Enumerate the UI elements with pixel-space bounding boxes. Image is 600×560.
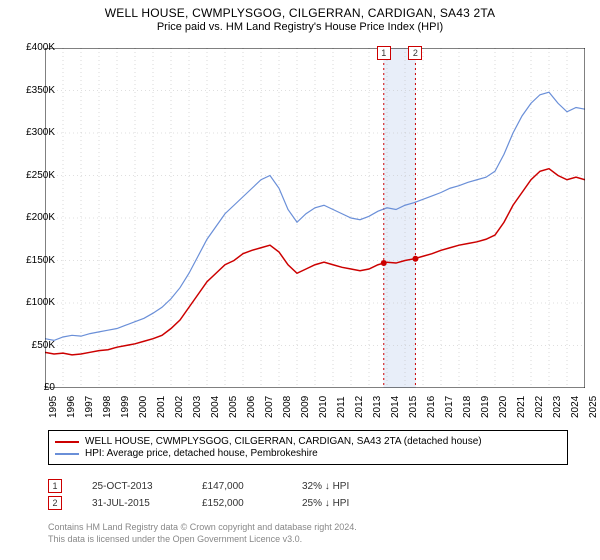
y-tick-label: £400K: [15, 42, 55, 53]
footnote: Contains HM Land Registry data © Crown c…: [48, 522, 357, 545]
x-tick-label: 2006: [246, 396, 257, 418]
x-tick-label: 2022: [534, 396, 545, 418]
x-tick-label: 2012: [354, 396, 365, 418]
data-table: 1 25-OCT-2013 £147,000 32% ↓ HPI 2 31-JU…: [48, 476, 349, 513]
data-row-marker-1: 1: [48, 479, 62, 493]
x-tick-label: 2021: [516, 396, 527, 418]
x-tick-label: 1995: [48, 396, 59, 418]
marker-badge-1: 1: [377, 46, 391, 60]
chart-subtitle: Price paid vs. HM Land Registry's House …: [0, 21, 600, 33]
legend-row-series1: WELL HOUSE, CWMPLYSGOG, CILGERRAN, CARDI…: [55, 436, 561, 447]
x-tick-label: 2025: [588, 396, 599, 418]
x-tick-label: 2019: [480, 396, 491, 418]
legend-swatch-series1: [55, 441, 79, 443]
data-row-price-2: £152,000: [202, 498, 272, 509]
data-row-2: 2 31-JUL-2015 £152,000 25% ↓ HPI: [48, 496, 349, 510]
y-tick-label: £250K: [15, 170, 55, 181]
x-tick-label: 2016: [426, 396, 437, 418]
x-tick-label: 1998: [102, 396, 113, 418]
y-tick-label: £100K: [15, 297, 55, 308]
y-tick-label: £350K: [15, 85, 55, 96]
x-tick-label: 2020: [498, 396, 509, 418]
data-row-1: 1 25-OCT-2013 £147,000 32% ↓ HPI: [48, 479, 349, 493]
x-tick-label: 2007: [264, 396, 275, 418]
x-tick-label: 1996: [66, 396, 77, 418]
chart-container: WELL HOUSE, CWMPLYSGOG, CILGERRAN, CARDI…: [0, 0, 600, 560]
x-tick-label: 1997: [84, 396, 95, 418]
x-tick-label: 2008: [282, 396, 293, 418]
footnote-line1: Contains HM Land Registry data © Crown c…: [48, 522, 357, 534]
x-tick-label: 2013: [372, 396, 383, 418]
data-row-delta-2: 25% ↓ HPI: [302, 498, 349, 509]
x-tick-label: 2017: [444, 396, 455, 418]
x-tick-label: 1999: [120, 396, 131, 418]
x-tick-label: 2001: [156, 396, 167, 418]
x-tick-label: 2024: [570, 396, 581, 418]
x-tick-label: 2010: [318, 396, 329, 418]
chart-svg: [45, 48, 585, 388]
legend-row-series2: HPI: Average price, detached house, Pemb…: [55, 448, 561, 459]
x-tick-label: 2023: [552, 396, 563, 418]
title-block: WELL HOUSE, CWMPLYSGOG, CILGERRAN, CARDI…: [0, 0, 600, 33]
x-tick-label: 2011: [336, 396, 347, 418]
x-tick-label: 2018: [462, 396, 473, 418]
legend-label-series2: HPI: Average price, detached house, Pemb…: [85, 448, 318, 459]
chart-area: [45, 48, 585, 388]
x-tick-label: 2014: [390, 396, 401, 418]
legend-label-series1: WELL HOUSE, CWMPLYSGOG, CILGERRAN, CARDI…: [85, 436, 482, 447]
x-tick-label: 2015: [408, 396, 419, 418]
y-tick-label: £150K: [15, 255, 55, 266]
legend-box: WELL HOUSE, CWMPLYSGOG, CILGERRAN, CARDI…: [48, 430, 568, 465]
footnote-line2: This data is licensed under the Open Gov…: [48, 534, 357, 546]
x-tick-label: 2000: [138, 396, 149, 418]
y-tick-label: £0: [15, 382, 55, 393]
legend-swatch-series2: [55, 453, 79, 455]
y-tick-label: £300K: [15, 127, 55, 138]
marker-badge-2: 2: [408, 46, 422, 60]
data-row-date-2: 31-JUL-2015: [92, 498, 172, 509]
x-tick-label: 2002: [174, 396, 185, 418]
chart-title: WELL HOUSE, CWMPLYSGOG, CILGERRAN, CARDI…: [0, 6, 600, 20]
data-row-delta-1: 32% ↓ HPI: [302, 481, 349, 492]
data-row-date-1: 25-OCT-2013: [92, 481, 172, 492]
x-tick-label: 2005: [228, 396, 239, 418]
x-tick-label: 2004: [210, 396, 221, 418]
x-tick-label: 2003: [192, 396, 203, 418]
data-row-price-1: £147,000: [202, 481, 272, 492]
data-row-marker-2: 2: [48, 496, 62, 510]
x-tick-label: 2009: [300, 396, 311, 418]
y-tick-label: £50K: [15, 340, 55, 351]
y-tick-label: £200K: [15, 212, 55, 223]
